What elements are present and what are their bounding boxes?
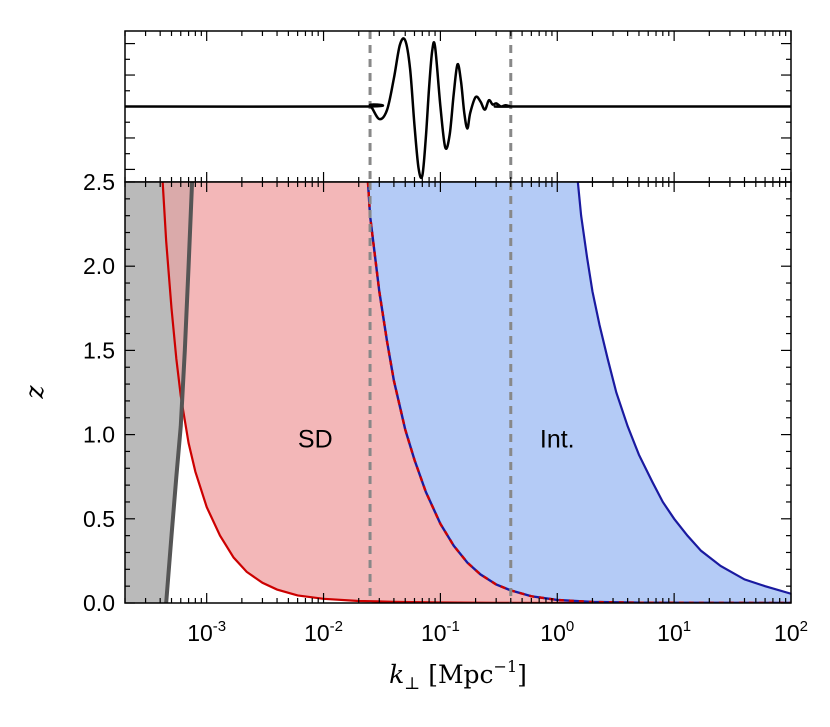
top-plot-area [125,31,791,182]
x-tick-label: 10-1 [421,618,460,646]
wavelet-line [125,37,791,180]
interferometer-label: Int. [540,426,575,454]
x-axis-title: k⊥ [Mpc−1] [389,657,527,694]
x-tick-label-exponent: -2 [330,618,343,635]
top-panel-ticks [124,31,792,182]
x-tick-label-base: 10 [540,620,566,646]
x-tick-label-base: 10 [304,620,330,646]
bottom-plot-area [125,182,791,603]
y-tick-label: 1.5 [83,337,115,363]
x-tick-label-exponent: 2 [800,618,808,635]
bottom-panel-labels: SD Int. [298,426,575,454]
y-tick-label: 2.5 [83,169,115,195]
foreground-overlay [125,182,193,603]
x-tick-label-base: 10 [421,620,447,646]
x-tick-label-exponent: 1 [683,618,691,635]
x-tick-label-base: 10 [657,620,683,646]
top-panel [124,30,792,183]
sd-label: SD [298,426,333,454]
x-tick-label: 10-2 [304,618,343,646]
y-tick-label: 0.5 [83,506,115,532]
x-tick-label: 101 [657,618,691,646]
bottom-panel-frame [124,181,792,604]
x-tick-label: 102 [774,618,808,646]
x-tick-label-base: 10 [774,620,800,646]
bottom-panel-ticks: 0.00.51.01.52.02.510-3 10-2 10-1 100 101 102 [83,169,808,646]
y-tick-label: 0.0 [83,590,115,616]
y-tick-label: 2.0 [83,253,115,279]
foreground-boundary [164,182,195,603]
sd-region [162,182,791,603]
x-axis-title-units: [Mpc [428,660,493,689]
x-tick-label-exponent: -1 [447,618,460,635]
x-axis-title-subscript: ⊥ [404,674,420,694]
y-axis-title: z [20,385,49,400]
x-tick-label-exponent: -3 [213,618,226,635]
x-tick-label: 100 [540,618,574,646]
shared-boundary-red [366,182,791,603]
interferometer-region [367,182,791,603]
x-axis-title-units-sup: −1 [494,657,518,676]
x-tick-label-exponent: 0 [566,618,574,635]
x-tick-label-base: 10 [187,620,213,646]
y-tick-label: 1.0 [83,422,115,448]
x-tick-label: 10-3 [187,618,226,646]
x-axis-title-space [420,660,428,689]
bottom-panel: 0.00.51.01.52.02.510-3 10-2 10-1 100 101 102 … [83,169,808,646]
interferometer-upper-boundary [576,182,791,595]
x-axis-title-symbol: k [389,660,404,689]
x-axis-title-units-close: ] [517,660,527,689]
